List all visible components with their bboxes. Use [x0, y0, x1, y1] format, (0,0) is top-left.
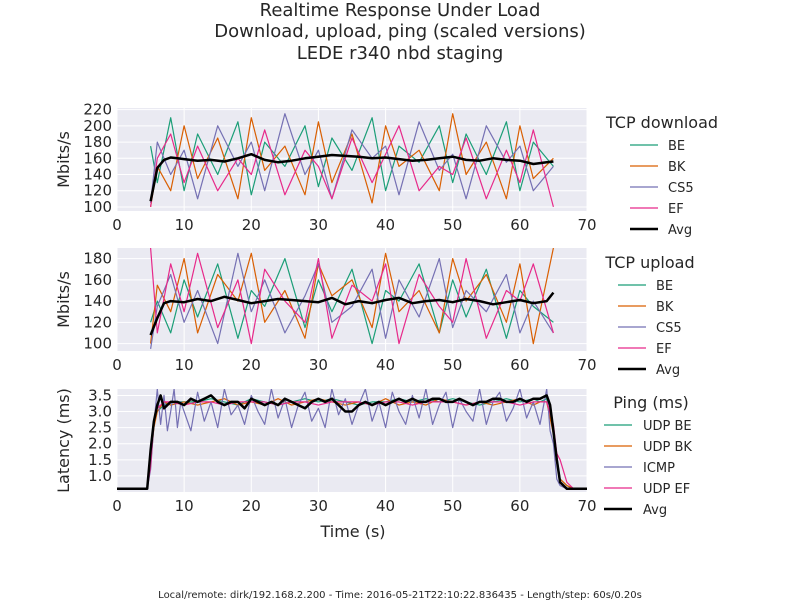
ping-panel: 0 10 20 30 40 50 60 70 1.01.52.02.53.03.5 Latency… — [54, 386, 692, 518]
x-tick-label: 70 — [577, 497, 596, 515]
y-tick-label: 1.5 — [88, 451, 112, 469]
x-tick-label: 40 — [376, 356, 395, 374]
series-line-bk — [150, 248, 554, 345]
y-tick-label: 220 — [83, 101, 112, 119]
x-tick-label: 30 — [309, 356, 328, 374]
x-tick-label: 10 — [175, 497, 194, 515]
x-tick-label: 70 — [577, 356, 596, 374]
chart-title-line-2: Download, upload, ping (scaled versions) — [214, 21, 586, 42]
y-tick-label: 2.0 — [88, 435, 112, 453]
chart-title-line-3: LEDE r340 nbd staging — [297, 43, 504, 64]
legend-label-avg: Avg — [668, 223, 692, 238]
legend-label-avg: Avg — [656, 363, 680, 378]
y-tick-label: 120 — [83, 182, 112, 200]
footer-text: Local/remote: dirk/192.168.2.200 - Time:… — [158, 590, 642, 600]
y-tick-label: 2.5 — [88, 419, 112, 437]
y-tick-label: 140 — [83, 292, 112, 310]
series-line-avg — [149, 152, 554, 202]
series-line-be — [150, 117, 554, 196]
x-tick-label: 60 — [510, 216, 529, 234]
y-tick-label: 140 — [83, 166, 112, 184]
legend-title: Ping (ms) — [613, 393, 689, 412]
series-line-cs5 — [150, 113, 554, 203]
x-tick-label: 70 — [577, 216, 596, 234]
y-tick-label: 3.0 — [88, 403, 112, 421]
x-tick-label: 0 — [112, 497, 122, 515]
x-tick-label: 60 — [510, 497, 529, 515]
x-tick-label: 20 — [242, 216, 261, 234]
y-tick-label: 180 — [83, 133, 112, 151]
legend-label-cs5: CS5 — [668, 181, 694, 196]
x-tick-label: 50 — [443, 356, 462, 374]
series-line-ef — [150, 248, 554, 345]
legend-title: TCP upload — [604, 253, 694, 272]
y-axis-label: Mbits/s — [54, 131, 73, 188]
x-axis-label: Time (s) — [319, 522, 385, 541]
legend-label-be: BE — [668, 139, 685, 154]
tcp-upload-panel: 0 10 20 30 40 50 60 70 100 120 140 160 180 Mbits/s TCP… — [54, 248, 695, 378]
legend-title: TCP download — [605, 113, 718, 132]
series-line-avg — [149, 291, 555, 336]
legend-label-avg: Avg — [643, 503, 667, 518]
x-tick-label: 10 — [175, 216, 194, 234]
legend-label-udp-bk: UDP BK — [643, 440, 692, 455]
legend-label-icmp: ICMP — [643, 461, 675, 476]
y-tick-label: 3.5 — [88, 386, 112, 404]
x-tick-label: 40 — [376, 216, 395, 234]
legend-label-ef: EF — [656, 342, 672, 357]
legend-label-udp-be: UDP BE — [643, 419, 692, 434]
y-tick-label: 100 — [83, 335, 112, 353]
series-line-ef — [150, 125, 554, 208]
x-tick-label: 40 — [376, 497, 395, 515]
y-axis-label: Mbits/s — [54, 271, 73, 328]
x-tick-label: 30 — [309, 497, 328, 515]
x-tick-label: 60 — [510, 356, 529, 374]
y-tick-label: 120 — [83, 313, 112, 331]
legend-label-ef: EF — [668, 202, 684, 217]
legend-label-bk: BK — [656, 300, 674, 315]
legend-label-be: BE — [656, 279, 673, 294]
series-line-bk — [150, 113, 554, 207]
legend-label-udp-ef: UDP EF — [643, 482, 690, 497]
legend-label-bk: BK — [668, 160, 686, 175]
chart-title-line-1: Realtime Response Under Load — [260, 0, 541, 21]
y-tick-label: 100 — [83, 198, 112, 216]
x-tick-label: 50 — [443, 216, 462, 234]
y-axis-label: Latency (ms) — [54, 388, 73, 493]
x-tick-label: 30 — [309, 216, 328, 234]
y-tick-label: 160 — [83, 271, 112, 289]
x-tick-label: 20 — [242, 356, 261, 374]
x-tick-label: 10 — [175, 356, 194, 374]
x-tick-label: 0 — [112, 356, 122, 374]
x-tick-label: 0 — [112, 216, 122, 234]
y-tick-label: 200 — [83, 117, 112, 135]
legend-label-cs5: CS5 — [656, 321, 682, 336]
y-tick-label: 180 — [83, 250, 112, 268]
y-tick-label: 160 — [83, 149, 112, 167]
x-tick-label: 50 — [443, 497, 462, 515]
x-tick-label: 20 — [242, 497, 261, 515]
series-line-be — [150, 258, 554, 345]
y-tick-label: 1.0 — [88, 467, 112, 485]
series-line-avg — [117, 394, 587, 491]
